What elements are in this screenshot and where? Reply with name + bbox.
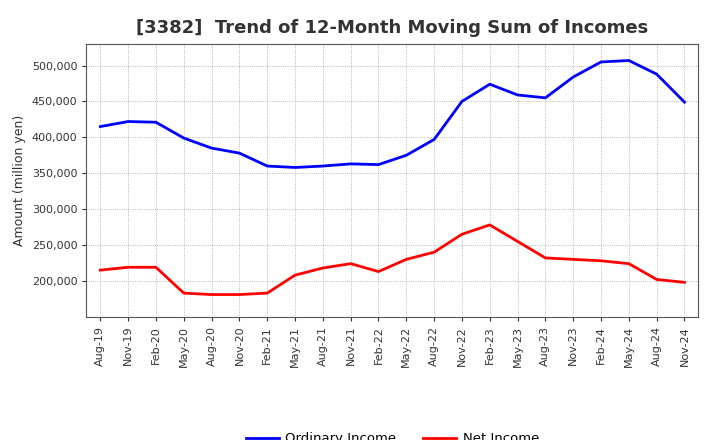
Ordinary Income <box>263 163 271 169</box>
Net Income <box>235 292 243 297</box>
Ordinary Income <box>652 72 661 77</box>
Ordinary Income <box>402 153 410 158</box>
Net Income <box>96 268 104 273</box>
Line: Ordinary Income: Ordinary Income <box>100 61 685 168</box>
Ordinary Income <box>430 137 438 142</box>
Net Income <box>374 269 383 274</box>
Net Income <box>402 257 410 262</box>
Ordinary Income <box>318 163 327 169</box>
Net Income <box>124 264 132 270</box>
Ordinary Income <box>207 146 216 151</box>
Net Income <box>680 280 689 285</box>
Ordinary Income <box>179 136 188 141</box>
Line: Net Income: Net Income <box>100 225 685 294</box>
Net Income <box>152 264 161 270</box>
Ordinary Income <box>291 165 300 170</box>
Ordinary Income <box>346 161 355 166</box>
Net Income <box>179 290 188 296</box>
Net Income <box>624 261 633 266</box>
Net Income <box>485 222 494 227</box>
Net Income <box>346 261 355 266</box>
Net Income <box>569 257 577 262</box>
Title: [3382]  Trend of 12-Month Moving Sum of Incomes: [3382] Trend of 12-Month Moving Sum of I… <box>136 19 649 37</box>
Ordinary Income <box>152 120 161 125</box>
Ordinary Income <box>485 81 494 87</box>
Net Income <box>541 255 550 260</box>
Ordinary Income <box>624 58 633 63</box>
Y-axis label: Amount (million yen): Amount (million yen) <box>13 115 26 246</box>
Ordinary Income <box>513 92 522 98</box>
Ordinary Income <box>569 74 577 80</box>
Ordinary Income <box>96 124 104 129</box>
Ordinary Income <box>374 162 383 167</box>
Ordinary Income <box>680 99 689 105</box>
Ordinary Income <box>597 59 606 65</box>
Net Income <box>430 249 438 255</box>
Net Income <box>652 277 661 282</box>
Net Income <box>318 265 327 271</box>
Net Income <box>263 290 271 296</box>
Net Income <box>458 231 467 237</box>
Net Income <box>291 272 300 278</box>
Ordinary Income <box>235 150 243 156</box>
Net Income <box>207 292 216 297</box>
Ordinary Income <box>124 119 132 124</box>
Ordinary Income <box>458 99 467 104</box>
Ordinary Income <box>541 95 550 100</box>
Net Income <box>513 239 522 244</box>
Net Income <box>597 258 606 264</box>
Legend: Ordinary Income, Net Income: Ordinary Income, Net Income <box>240 427 544 440</box>
